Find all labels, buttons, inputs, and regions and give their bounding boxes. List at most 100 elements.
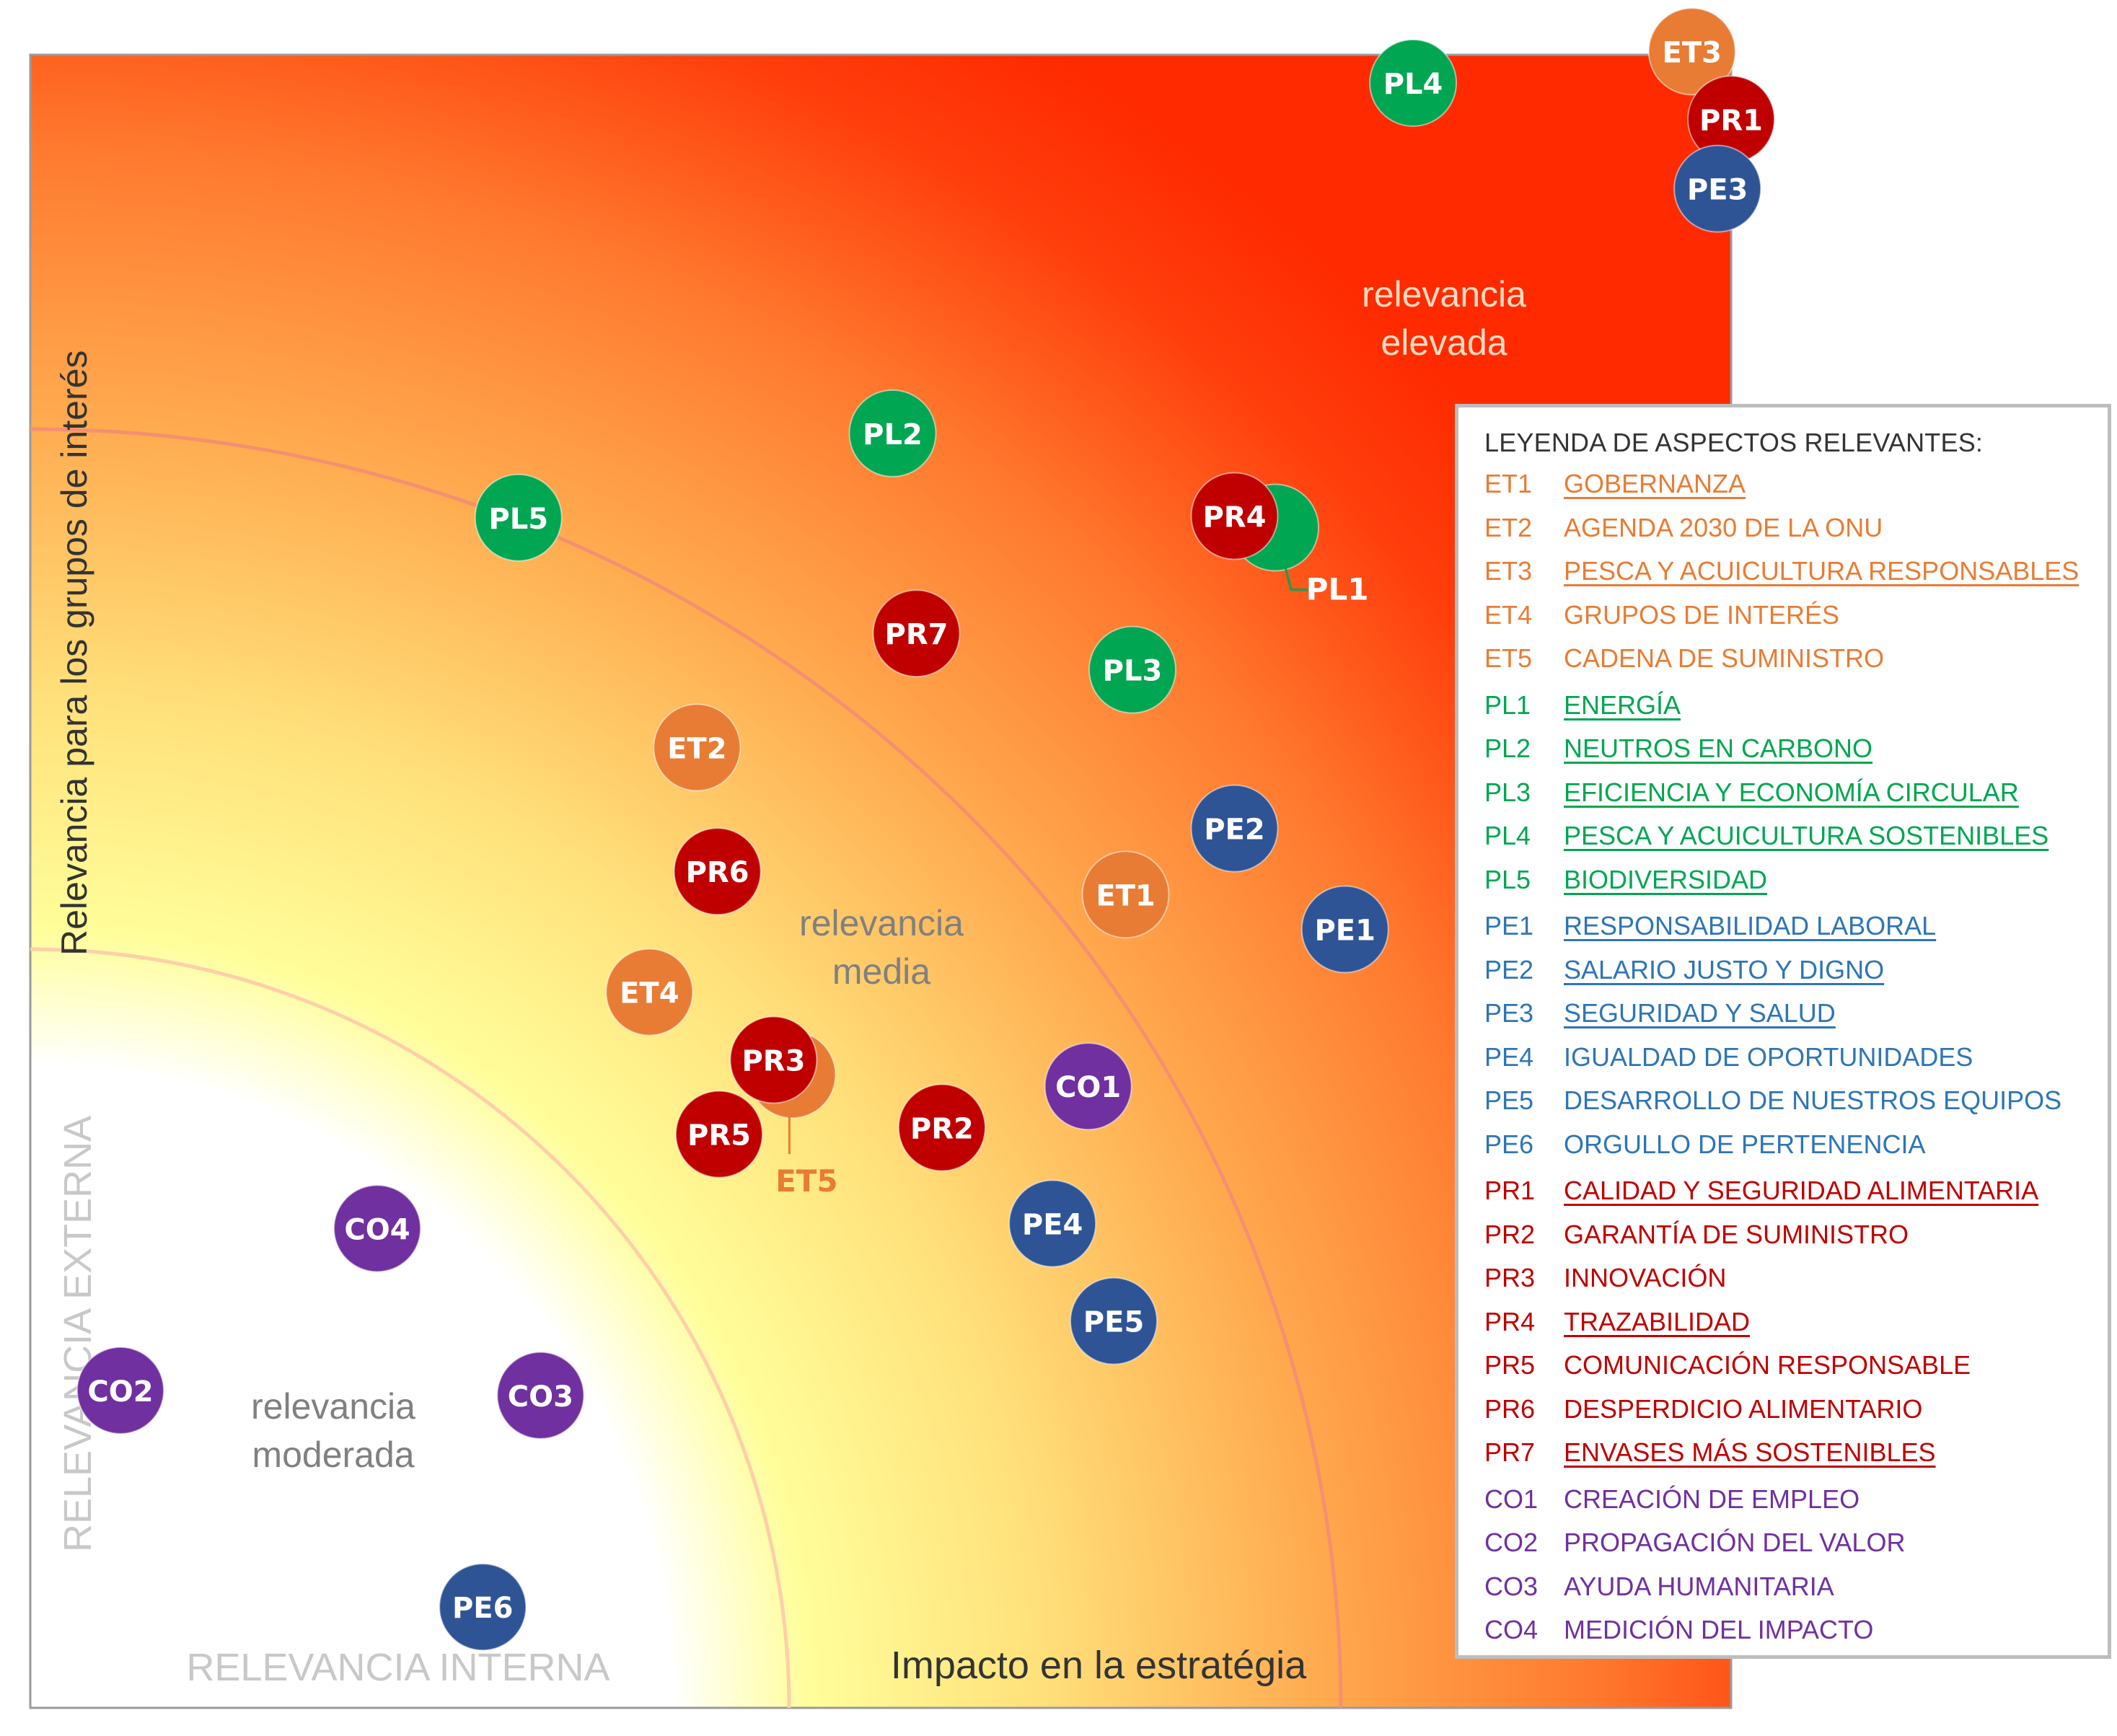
legend-code: CO4 [1484, 1615, 1539, 1644]
legend-label[interactable]: RESPONSABILIDAD LABORAL [1564, 911, 1937, 940]
zone-media-line-2: media [832, 951, 930, 992]
point-et2: ET2 [653, 703, 741, 792]
legend-title: LEYENDA DE ASPECTOS RELEVANTES: [1484, 428, 1984, 457]
point-marker-pr7 [872, 589, 961, 678]
zone-label-elevada: relevancia elevada [1362, 274, 1526, 363]
legend-code: ET5 [1484, 643, 1533, 673]
point-marker-co1 [1044, 1042, 1132, 1131]
point-label-pe4: PE4 [1022, 1208, 1083, 1241]
legend-code: PL1 [1484, 689, 1531, 720]
point-marker-et2 [653, 703, 741, 792]
legend-code: PL3 [1484, 777, 1531, 807]
legend-label[interactable]: GOBERNANZA [1564, 469, 1746, 498]
legend-label: GARANTÍA DE SUMINISTRO [1564, 1219, 1909, 1249]
legend-item-pe1: PE1 RESPONSABILIDAD LABORAL [1484, 904, 2086, 948]
legend-label: ORGULLO DE PERTENENCIA [1564, 1129, 1926, 1159]
legend-label[interactable]: ENERGÍA [1564, 689, 1681, 720]
point-co4: CO4 [333, 1184, 422, 1273]
legend-item-pl2: PL2 NEUTROS EN CARBONO [1484, 727, 2086, 771]
legend-code: PR6 [1484, 1393, 1536, 1424]
point-label-co3: CO3 [508, 1380, 573, 1414]
legend-label[interactable]: PESCA Y ACUICULTURA RESPONSABLES [1564, 556, 2079, 586]
zone-media-line-1: relevancia [799, 903, 964, 943]
point-label-pr1: PR1 [1699, 104, 1763, 137]
legend-label: IGUALDAD DE OPORTUNIDADES [1564, 1041, 1973, 1072]
point-marker-co3 [496, 1351, 585, 1440]
point-label-pr5: PR5 [687, 1119, 751, 1153]
legend-code: ET3 [1484, 556, 1533, 586]
point-label-pr6: PR6 [686, 856, 749, 889]
legend-code: PR5 [1484, 1350, 1536, 1380]
legend-item-pr6: PR6 DESPERDICIO ALIMENTARIO [1484, 1388, 2086, 1432]
legend-item-pr1: PR1 CALIDAD Y SEGURIDAD ALIMENTARIA [1484, 1169, 2086, 1213]
point-label-pl2: PL2 [863, 418, 923, 451]
legend-item-pr4: PR4 TRAZABILIDAD [1484, 1300, 2086, 1344]
point-label-co1: CO1 [1055, 1071, 1121, 1104]
point-pr7: PR7 [872, 589, 961, 678]
legend-label[interactable]: SEGURIDAD Y SALUD [1564, 998, 1836, 1028]
legend-code: PE1 [1484, 911, 1534, 940]
legend-item-pe4: PE4 IGUALDAD DE OPORTUNIDADES [1484, 1036, 2086, 1080]
legend-code: PE3 [1484, 998, 1534, 1028]
legend-code: PL2 [1484, 733, 1531, 763]
legend-item-pe6: PE6 ORGULLO DE PERTENENCIA [1484, 1123, 2086, 1167]
point-marker-et1 [1081, 850, 1170, 939]
point-pr5: PR5 [674, 1090, 763, 1178]
zone-boundary-outer [30, 427, 1343, 1708]
point-pr1: PR1 [1687, 75, 1775, 164]
point-label-pe5: PE5 [1083, 1306, 1144, 1339]
legend-item-et3: ET3 PESCA Y ACUICULTURA RESPONSABLES [1484, 550, 2086, 594]
point-label-pr2: PR2 [910, 1113, 974, 1146]
zone-boundary-inner [30, 947, 791, 1708]
legend-label: CREACIÓN DE EMPLEO [1564, 1484, 1860, 1514]
point-label-pr3: PR3 [741, 1045, 805, 1078]
legend-label[interactable]: BIODIVERSIDAD [1564, 864, 1768, 894]
legend-label[interactable]: EFICIENCIA Y ECONOMÍA CIRCULAR [1564, 777, 2019, 807]
legend-item-co1: CO1 CREACIÓN DE EMPLEO [1484, 1478, 2086, 1522]
point-marker-pe2 [1190, 784, 1279, 873]
legend-item-co3: CO3 AYUDA HUMANITARIA [1484, 1565, 2086, 1609]
point-pe1: PE1 [1300, 885, 1389, 974]
legend-label: GRUPOS DE INTERÉS [1564, 599, 1840, 630]
point-co3: CO3 [496, 1351, 585, 1440]
legend-label[interactable]: TRAZABILIDAD [1564, 1306, 1751, 1336]
legend-code: PE5 [1484, 1085, 1534, 1115]
point-pr3: PR3 [729, 1015, 818, 1104]
plot-area [29, 53, 1733, 1709]
legend-label: PROPAGACIÓN DEL VALOR [1564, 1528, 1906, 1557]
point-marker-co4 [333, 1184, 422, 1273]
legend-label: MEDICIÓN DEL IMPACTO [1564, 1615, 1874, 1644]
point-pl2: PL2 [848, 389, 937, 477]
point-et1: ET1 [1081, 850, 1170, 939]
point-marker-et3 [1647, 7, 1736, 96]
point-pr2: PR2 [897, 1083, 986, 1172]
corner-label-interna: RELEVANCIA INTERNA [186, 1646, 609, 1689]
legend-item-pe3: PE3 SEGURIDAD Y SALUD [1484, 992, 2086, 1036]
point-label-co4: CO4 [344, 1213, 410, 1246]
legend-label[interactable]: SALARIO JUSTO Y DIGNO [1564, 954, 1885, 984]
legend-label[interactable]: PESCA Y ACUICULTURA SOSTENIBLES [1564, 821, 2049, 850]
point-label-pr4: PR4 [1202, 501, 1266, 534]
legend-item-et2: ET2 AGENDA 2030 DE LA ONU [1484, 506, 2086, 550]
corner-label-externa: RELEVANCIA EXTERNA [56, 1116, 100, 1552]
legend-code: PR2 [1484, 1219, 1536, 1249]
point-marker-pr5 [674, 1090, 763, 1178]
point-pe4: PE4 [1008, 1179, 1097, 1268]
legend-item-pl3: PL3 EFICIENCIA Y ECONOMÍA CIRCULAR [1484, 771, 2086, 815]
legend-label[interactable]: CALIDAD Y SEGURIDAD ALIMENTARIA [1564, 1176, 2039, 1205]
legend-code: PR1 [1484, 1176, 1536, 1205]
zone-elevada-line-1: relevancia [1362, 274, 1526, 314]
legend-code: PR7 [1484, 1437, 1536, 1467]
legend-code: ET4 [1484, 599, 1533, 630]
point-marker-pe1 [1300, 885, 1389, 974]
legend-label[interactable]: ENVASES MÁS SOSTENIBLES [1564, 1437, 1936, 1467]
legend-item-pr5: PR5 COMUNICACIÓN RESPONSABLE [1484, 1344, 2086, 1388]
point-pr4: PR4 [1190, 472, 1279, 560]
zone-label-media: relevancia media [799, 903, 964, 992]
legend-label[interactable]: NEUTROS EN CARBONO [1564, 733, 1873, 763]
point-marker-pe6 [439, 1563, 527, 1652]
legend-code: PR4 [1484, 1306, 1536, 1336]
zone-label-moderada: relevancia moderada [251, 1386, 415, 1475]
point-label-pl4: PL4 [1383, 68, 1443, 101]
legend-item-co4: CO4 MEDICIÓN DEL IMPACTO [1484, 1608, 2086, 1652]
